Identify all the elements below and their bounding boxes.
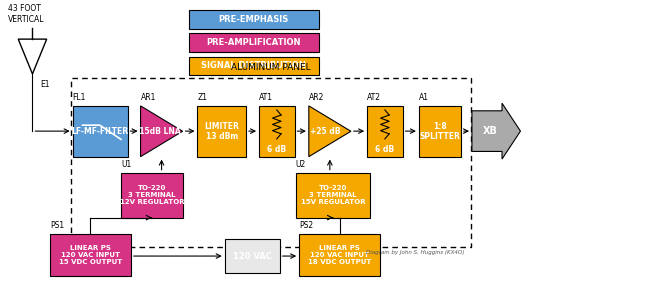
Text: 6 dB: 6 dB	[375, 145, 395, 154]
Text: AT2: AT2	[367, 93, 381, 102]
FancyBboxPatch shape	[419, 106, 461, 157]
Text: PRE-EMPHASIS: PRE-EMPHASIS	[218, 15, 289, 24]
Text: U2: U2	[296, 160, 306, 169]
Polygon shape	[140, 106, 183, 157]
Text: 6 dB: 6 dB	[267, 145, 287, 154]
Text: 1:8
SPLITTER: 1:8 SPLITTER	[419, 122, 460, 141]
FancyBboxPatch shape	[189, 57, 318, 75]
Text: TO-220
3 TERMINAL
15V REGULATOR: TO-220 3 TERMINAL 15V REGULATOR	[301, 185, 365, 205]
Text: +15dB LNA: +15dB LNA	[133, 127, 181, 136]
Text: ALUMINUM PANEL: ALUMINUM PANEL	[231, 64, 311, 72]
FancyBboxPatch shape	[73, 106, 127, 157]
Text: PRE-AMPLIFICATION: PRE-AMPLIFICATION	[207, 38, 301, 47]
Polygon shape	[472, 103, 521, 159]
Text: A1: A1	[419, 93, 429, 102]
Text: LIMITER
13 dBm: LIMITER 13 dBm	[204, 122, 239, 141]
Polygon shape	[309, 106, 351, 157]
FancyBboxPatch shape	[198, 106, 246, 157]
FancyBboxPatch shape	[121, 173, 183, 218]
Text: Diagram by John S. Huggins (KX4O): Diagram by John S. Huggins (KX4O)	[366, 250, 464, 255]
Text: AT1: AT1	[259, 93, 273, 102]
Text: PS2: PS2	[299, 221, 313, 230]
Text: SIGNAL DISTRIBUTION: SIGNAL DISTRIBUTION	[202, 62, 306, 70]
FancyBboxPatch shape	[189, 10, 318, 29]
Text: XB: XB	[483, 126, 498, 136]
Text: AR1: AR1	[140, 93, 156, 102]
Text: 43 FOOT
VERTICAL: 43 FOOT VERTICAL	[8, 4, 44, 24]
Text: E1: E1	[40, 80, 49, 89]
Text: 120 VAC: 120 VAC	[233, 252, 272, 260]
FancyBboxPatch shape	[189, 33, 318, 52]
Text: Z1: Z1	[198, 93, 207, 102]
Text: LF-MF-FILTER: LF-MF-FILTER	[72, 127, 129, 136]
Text: LINEAR PS
120 VAC INPUT
18 VDC OUTPUT: LINEAR PS 120 VAC INPUT 18 VDC OUTPUT	[308, 245, 371, 265]
FancyBboxPatch shape	[299, 234, 380, 276]
Text: PS1: PS1	[50, 221, 64, 230]
Text: FL1: FL1	[73, 93, 86, 102]
FancyBboxPatch shape	[50, 234, 131, 276]
Text: LINEAR PS
120 VAC INPUT
15 VDC OUTPUT: LINEAR PS 120 VAC INPUT 15 VDC OUTPUT	[58, 245, 122, 265]
FancyBboxPatch shape	[296, 173, 370, 218]
Text: AR2: AR2	[309, 93, 324, 102]
Text: +25 dB: +25 dB	[311, 127, 341, 136]
FancyBboxPatch shape	[367, 106, 402, 157]
Text: U1: U1	[121, 160, 131, 169]
FancyBboxPatch shape	[259, 106, 294, 157]
Text: TO-220
3 TERMINAL
12V REGULATOR: TO-220 3 TERMINAL 12V REGULATOR	[120, 185, 184, 205]
FancyBboxPatch shape	[225, 239, 280, 273]
